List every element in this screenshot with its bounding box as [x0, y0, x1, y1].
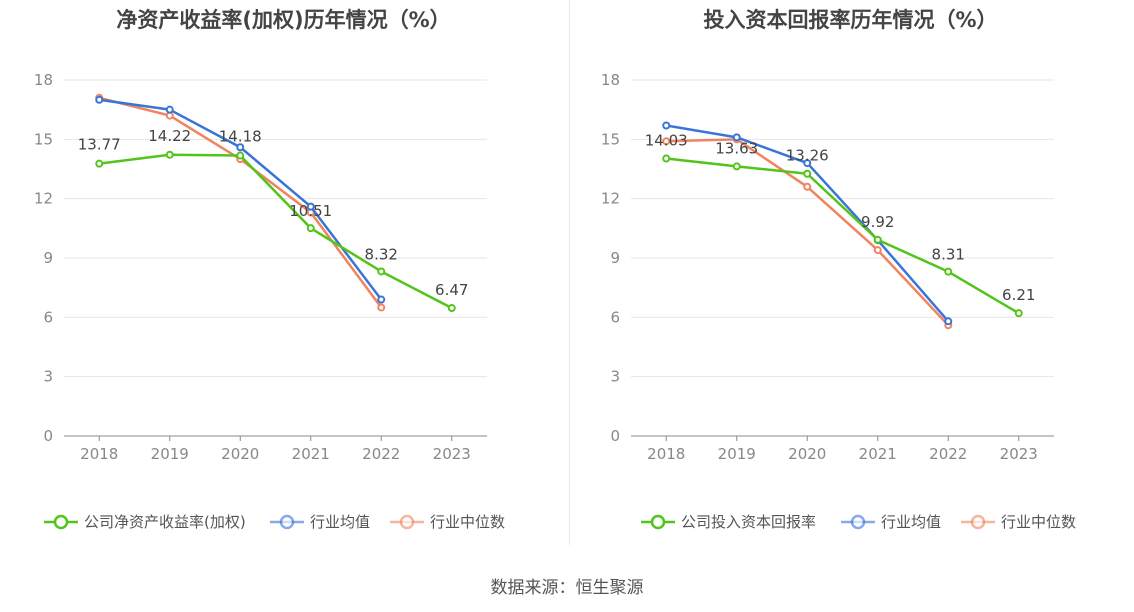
data-point-company — [95, 159, 104, 168]
x-tick-label: 2023 — [1000, 445, 1038, 463]
legend-swatch-marker — [650, 514, 666, 530]
y-tick-label: 3 — [610, 368, 620, 386]
data-label: 13.77 — [78, 136, 121, 154]
data-point-avg — [165, 105, 174, 114]
data-label: 13.26 — [786, 147, 829, 165]
data-point-avg — [732, 133, 741, 142]
data-label: 14.18 — [219, 128, 262, 146]
series-line-company — [99, 153, 453, 310]
x-tick-label: 2021 — [292, 445, 330, 463]
y-tick-label: 0 — [610, 427, 620, 445]
series-line-median — [666, 138, 950, 327]
x-tick-label: 2019 — [718, 445, 756, 463]
data-label: 8.31 — [932, 246, 965, 264]
legend-label: 公司净资产收益率(加权) — [84, 513, 246, 531]
y-tick-label: 6 — [43, 308, 53, 326]
x-tick-label: 2021 — [859, 445, 897, 463]
y-tick-label: 9 — [610, 249, 620, 267]
x-tick-label: 2020 — [221, 445, 259, 463]
data-point-company — [803, 169, 812, 178]
data-point-median — [662, 137, 671, 146]
data-point-company — [1014, 309, 1023, 318]
data-point-company — [377, 267, 386, 276]
data-point-avg — [803, 159, 812, 168]
legend-label: 行业均值 — [881, 513, 941, 531]
y-tick-label: 3 — [43, 368, 53, 386]
roe-chart: 净资产收益率(加权)历年情况（%） 0 3 6 9 12 15 18 2018 2019 2020… — [0, 0, 567, 545]
data-label: 14.03 — [645, 132, 688, 150]
series-line-company — [666, 157, 1020, 315]
roic-chart: 投入资本回报率历年情况（%） 0 3 6 9 12 15 18 2018 2019 2020 202… — [567, 0, 1134, 545]
legend-label: 行业中位数 — [430, 513, 505, 531]
data-label: 9.92 — [861, 213, 894, 231]
data-point-avg — [944, 317, 953, 326]
data-source-note: 数据来源：恒生聚源 — [490, 578, 644, 598]
data-point-avg — [377, 295, 386, 304]
y-tick-label: 12 — [34, 190, 53, 208]
roe-chart-svg: 0 3 6 9 12 15 18 2018 2019 2020 2021 2022 2023 13.77 1… — [34, 71, 505, 531]
data-point-company — [732, 162, 741, 171]
legend-swatch-marker — [399, 514, 415, 530]
legend-label: 行业均值 — [310, 513, 370, 531]
legend-label: 行业中位数 — [1001, 513, 1076, 531]
y-tick-label: 9 — [43, 249, 53, 267]
data-point-company — [165, 150, 174, 159]
y-tick-label: 15 — [34, 130, 53, 148]
x-tick-label: 2022 — [362, 445, 400, 463]
data-point-company — [873, 235, 882, 244]
data-point-company — [236, 151, 245, 160]
chart-title: 净资产收益率(加权)历年情况（%） — [116, 8, 451, 32]
chart-divider — [569, 0, 570, 545]
x-tick-label: 2018 — [647, 445, 685, 463]
x-tick-label: 2018 — [80, 445, 118, 463]
y-tick-label: 18 — [34, 71, 53, 89]
data-point-median — [873, 246, 882, 255]
data-point-avg — [95, 95, 104, 104]
roic-chart-svg: 0 3 6 9 12 15 18 2018 2019 2020 2021 2022 2023 14.03 1… — [601, 71, 1076, 531]
data-label: 6.21 — [1002, 286, 1035, 304]
data-label: 6.47 — [435, 281, 468, 299]
data-point-company — [662, 154, 671, 163]
data-label: 10.51 — [289, 202, 332, 220]
data-point-avg — [236, 143, 245, 152]
data-point-company — [944, 267, 953, 276]
data-label: 14.22 — [148, 127, 191, 145]
data-point-median — [803, 182, 812, 191]
y-tick-label: 18 — [601, 71, 620, 89]
y-tick-label: 6 — [610, 308, 620, 326]
data-label: 13.63 — [715, 139, 758, 157]
x-tick-label: 2023 — [433, 445, 471, 463]
legend-swatch-marker — [850, 514, 866, 530]
data-point-avg — [306, 202, 315, 211]
data-point-avg — [662, 121, 671, 130]
legend-swatch-marker — [53, 514, 69, 530]
legend-swatch-marker — [970, 514, 986, 530]
data-point-company — [306, 224, 315, 233]
x-tick-label: 2022 — [929, 445, 967, 463]
x-tick-label: 2019 — [151, 445, 189, 463]
legend-label: 公司投入资本回报率 — [681, 513, 816, 531]
x-tick-label: 2020 — [788, 445, 826, 463]
data-point-company — [447, 304, 456, 313]
data-point-median — [377, 303, 386, 312]
legend-swatch-marker — [279, 514, 295, 530]
y-tick-label: 12 — [601, 190, 620, 208]
y-tick-label: 15 — [601, 130, 620, 148]
y-tick-label: 0 — [43, 427, 53, 445]
data-label: 8.32 — [365, 245, 398, 263]
chart-title: 投入资本回报率历年情况（%） — [703, 8, 998, 32]
